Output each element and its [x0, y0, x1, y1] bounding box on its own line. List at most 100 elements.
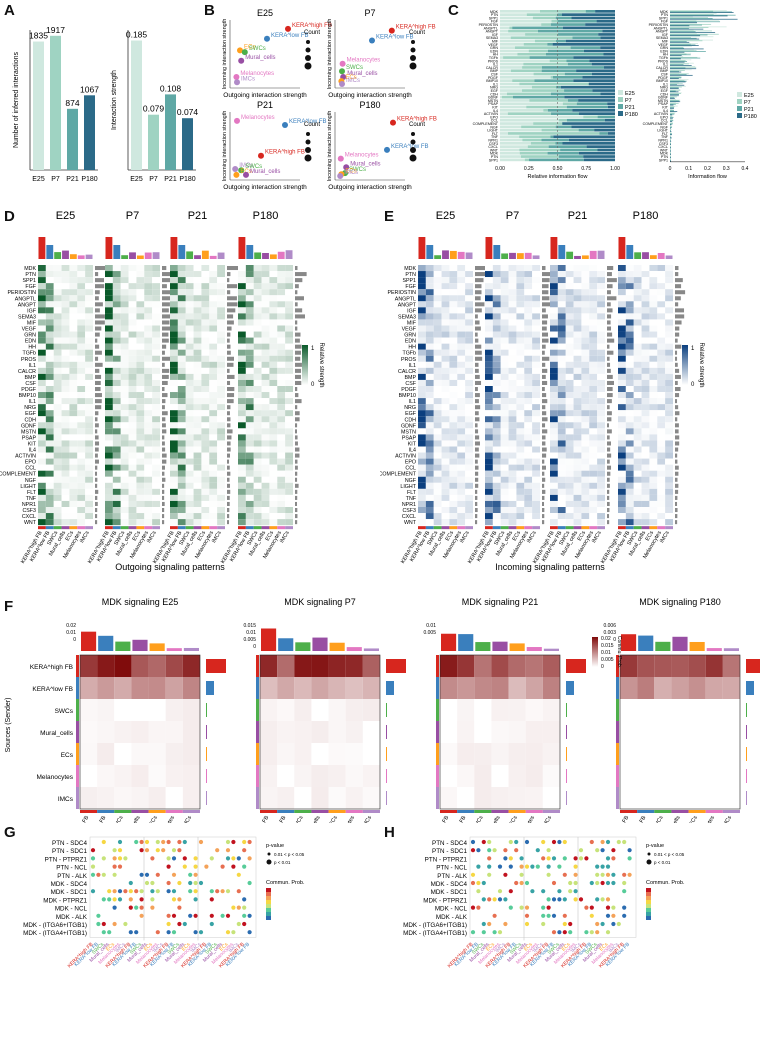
bubble — [231, 839, 236, 845]
bubble — [177, 848, 182, 853]
heat-cell — [144, 367, 153, 374]
heat-cell — [170, 470, 178, 477]
bubble — [562, 913, 567, 918]
pathway-label: LIGHT — [657, 129, 668, 133]
bubble — [242, 839, 247, 845]
heat-cell — [625, 367, 634, 374]
heat-cell — [238, 452, 246, 459]
legend-colorbar — [682, 345, 688, 385]
heat-cell — [38, 349, 46, 356]
heat-cell — [649, 301, 658, 308]
f-col-strip — [277, 810, 295, 813]
heat-cell — [105, 379, 113, 386]
heat-cell — [516, 513, 525, 520]
heat-cell — [649, 404, 658, 411]
heat-cell — [128, 386, 137, 393]
pathway-label: PROS — [21, 357, 36, 363]
heat-cell — [573, 428, 582, 435]
heat-cell — [492, 440, 501, 447]
pathway-label: HH — [493, 53, 499, 57]
heat-cell — [657, 482, 666, 489]
row-sum-bar — [295, 483, 299, 488]
pathway-label: PDGF — [21, 387, 36, 393]
heat-cell — [633, 458, 642, 465]
heat-cell — [633, 440, 642, 447]
heat-cell — [532, 283, 540, 290]
top-bar — [524, 252, 532, 259]
row-sum-bar — [542, 374, 546, 379]
heat-cell — [177, 440, 186, 447]
scatter-legend-dot — [410, 47, 416, 53]
heat-cell — [492, 410, 501, 417]
heat-cell — [550, 343, 558, 350]
heat-cell — [277, 476, 286, 483]
heat-cell — [465, 488, 473, 495]
heat-cell — [77, 301, 86, 308]
heat-cell — [69, 319, 78, 326]
lr-pair-label: PTN - SDC4 — [432, 840, 467, 847]
scatter-point-label: KERA^high FB — [265, 150, 305, 156]
heat-cell — [625, 379, 634, 386]
row-sum-bar — [475, 429, 479, 434]
heat-cell — [418, 379, 426, 386]
heat-cell — [217, 373, 225, 380]
f-col-label: Mural_cells — [303, 815, 322, 823]
pathway-label: PSAP — [402, 435, 417, 441]
top-bar — [269, 254, 277, 259]
heat-cell — [136, 283, 145, 290]
heat-cell — [170, 283, 178, 290]
f-heat-cell — [345, 765, 363, 787]
heat-cell — [53, 295, 62, 302]
row-sum-bar — [607, 423, 610, 428]
pathway-label: IL1 — [29, 399, 36, 405]
f-col-strip — [722, 810, 740, 813]
heat-cell — [253, 301, 262, 308]
grouped-bar — [670, 111, 678, 112]
heat-cell — [618, 325, 626, 332]
bubble — [611, 856, 616, 861]
heat-cell — [144, 271, 153, 278]
bubble — [236, 905, 241, 910]
heat-cell — [618, 488, 626, 495]
heat-cell — [418, 283, 426, 290]
pathway-label: LIGHT — [400, 484, 416, 490]
heat-cell — [38, 277, 46, 284]
row-sum-bar — [227, 266, 239, 271]
pathway-label: EPO — [405, 460, 416, 466]
f-heat-cell — [705, 721, 723, 743]
heat-cell — [253, 476, 262, 483]
heat-cell — [112, 398, 121, 405]
celltype-label: IMCs — [526, 530, 538, 544]
stacked-bar-segment — [541, 128, 579, 132]
heat-cell — [641, 379, 650, 386]
heat-cell — [618, 507, 626, 514]
heat-cell — [53, 452, 62, 459]
heat-cell — [245, 513, 254, 520]
heat-cell — [516, 440, 525, 447]
bubble — [128, 930, 133, 935]
f-heat-cell — [722, 655, 740, 677]
pathway-label: GDNF — [21, 423, 37, 429]
row-sum-bar — [95, 362, 103, 367]
heat-cell — [45, 386, 54, 393]
heat-cell — [665, 301, 673, 308]
heat-cell — [128, 265, 137, 272]
heat-cell — [665, 440, 673, 447]
bubble — [90, 872, 96, 877]
heat-cell — [492, 325, 501, 332]
row-sum-bar — [95, 417, 98, 422]
heat-cell — [128, 392, 137, 399]
heat-cell — [105, 470, 113, 477]
heat-cell — [193, 313, 202, 320]
heat-cell — [465, 476, 473, 483]
row-sum-bar — [95, 272, 99, 277]
heat-cell — [261, 488, 270, 495]
heat-cell — [105, 476, 113, 483]
heat-cell — [85, 458, 93, 465]
heat-cell — [105, 513, 113, 520]
heat-cell — [532, 295, 540, 302]
heat-cell — [238, 416, 246, 423]
heat-cell — [209, 295, 218, 302]
bubble — [231, 905, 236, 910]
heat-cell — [170, 386, 178, 393]
